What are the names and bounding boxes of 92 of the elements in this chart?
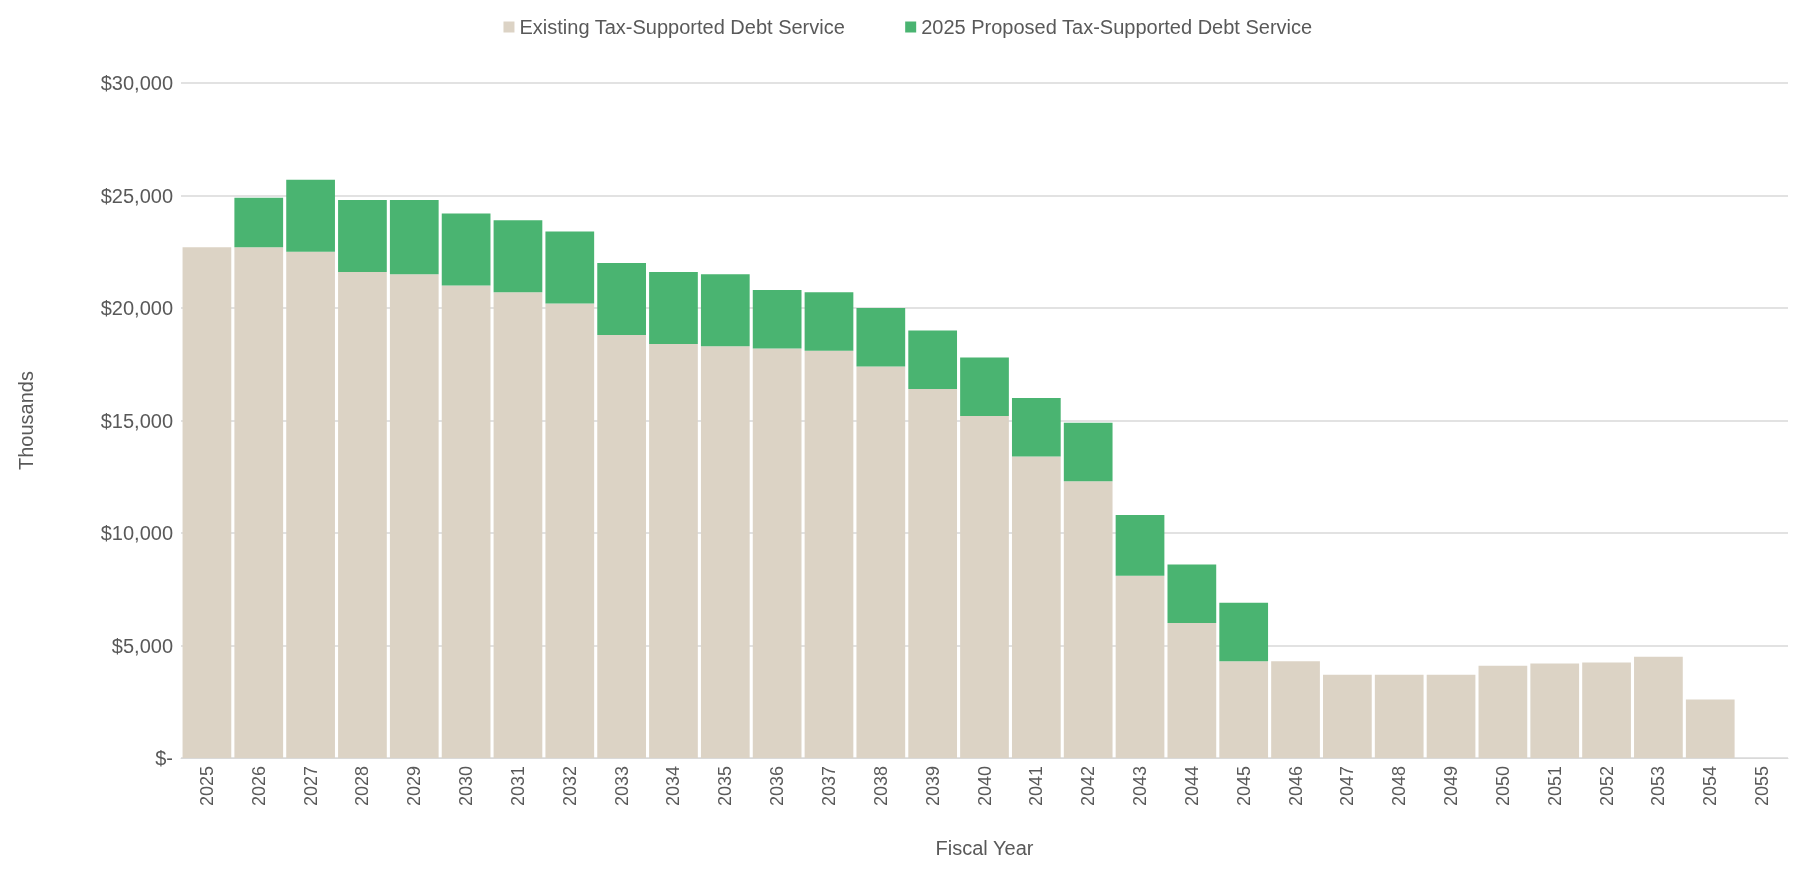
bar	[856, 366, 906, 758]
y-tick-label: $20,000	[100, 297, 173, 319]
x-tick-label: 2040	[974, 766, 995, 807]
legend-label: 2025 Proposed Tax-Supported Debt Service	[921, 16, 1313, 38]
y-axis-title: Thousands	[15, 371, 37, 470]
x-tick-label: 2036	[767, 766, 788, 807]
x-axis-title: Fiscal Year	[935, 837, 1034, 859]
bar	[493, 220, 543, 293]
bar	[908, 389, 958, 758]
x-tick-label: 2052	[1596, 766, 1617, 807]
bar	[1271, 661, 1320, 758]
bar	[752, 290, 802, 349]
bar	[752, 348, 802, 758]
bar	[1530, 663, 1580, 758]
bar	[234, 197, 284, 248]
x-tick-label: 2027	[300, 766, 321, 807]
bar	[1063, 422, 1113, 482]
bar	[493, 292, 543, 758]
x-tick-label: 2054	[1700, 766, 1721, 807]
bar	[545, 231, 595, 304]
bar	[1115, 575, 1165, 758]
bar	[1374, 674, 1424, 758]
x-tick-label: 2051	[1544, 766, 1565, 807]
bar	[1582, 662, 1631, 758]
y-tick-label: $15,000	[100, 409, 173, 432]
x-tick-label: 2042	[1078, 766, 1099, 807]
y-tick-label: $-	[155, 747, 173, 769]
x-tick-label: 2029	[404, 766, 425, 807]
x-tick-label: 2030	[456, 766, 477, 807]
bar	[1219, 602, 1269, 662]
bar	[1323, 674, 1372, 758]
bar	[649, 272, 698, 344]
x-tick-label: 2034	[663, 766, 684, 807]
bar	[597, 263, 646, 335]
x-tick-label: 2044	[1181, 766, 1202, 807]
bar	[1115, 515, 1165, 576]
x-tick-label: 2033	[611, 766, 632, 807]
x-tick-label: 2046	[1285, 766, 1306, 807]
bar	[960, 416, 1009, 758]
x-tick-label: 2055	[1752, 766, 1773, 807]
bar	[1011, 456, 1061, 758]
bar	[804, 350, 854, 758]
bar	[1478, 665, 1528, 758]
x-tick-label: 2048	[1389, 766, 1410, 807]
bar	[1011, 398, 1061, 457]
x-tick-label: 2043	[1130, 766, 1151, 807]
bar	[804, 292, 854, 351]
bar	[286, 179, 335, 252]
bar	[649, 344, 698, 758]
bar	[389, 200, 439, 275]
y-tick-label: $25,000	[100, 184, 173, 207]
y-tick-label: $5,000	[111, 634, 173, 657]
x-tick-label: 2032	[559, 766, 580, 807]
bar	[908, 330, 958, 389]
bar	[389, 274, 439, 758]
bar	[182, 247, 232, 758]
x-tick-label: 2031	[507, 766, 528, 807]
bar	[1219, 661, 1269, 758]
bar	[960, 357, 1009, 416]
x-tick-label: 2049	[1441, 766, 1462, 807]
x-tick-label: 2038	[870, 766, 891, 807]
y-tick-label: $10,000	[100, 522, 173, 544]
bar	[286, 251, 335, 758]
bar	[1063, 481, 1113, 758]
x-tick-label: 2053	[1648, 766, 1669, 807]
bar	[1685, 699, 1735, 758]
x-tick-label: 2035	[715, 766, 736, 807]
bar	[338, 200, 387, 272]
x-tick-label: 2025	[196, 766, 217, 807]
x-tick-label: 2045	[1233, 766, 1254, 807]
bar	[441, 213, 491, 286]
x-tick-label: 2039	[922, 766, 943, 807]
bar	[1167, 564, 1217, 623]
bar	[338, 272, 387, 758]
x-tick-label: 2047	[1337, 766, 1358, 807]
bar	[545, 303, 595, 758]
bar	[234, 247, 284, 758]
x-tick-label: 2037	[818, 766, 839, 807]
bar	[1426, 674, 1476, 758]
x-tick-label: 2026	[248, 766, 269, 807]
x-tick-label: 2028	[352, 766, 373, 807]
bar	[700, 274, 750, 347]
bar	[700, 346, 750, 758]
legend-label: Existing Tax-Supported Debt Service	[519, 16, 845, 38]
bar	[1634, 656, 1683, 758]
bar	[1167, 623, 1217, 758]
bar	[441, 285, 491, 758]
x-tick-label: 2050	[1492, 766, 1513, 807]
bar	[856, 308, 906, 367]
bar	[597, 335, 646, 758]
y-tick-label: $30,000	[100, 72, 173, 94]
x-tick-label: 2041	[1026, 766, 1047, 807]
